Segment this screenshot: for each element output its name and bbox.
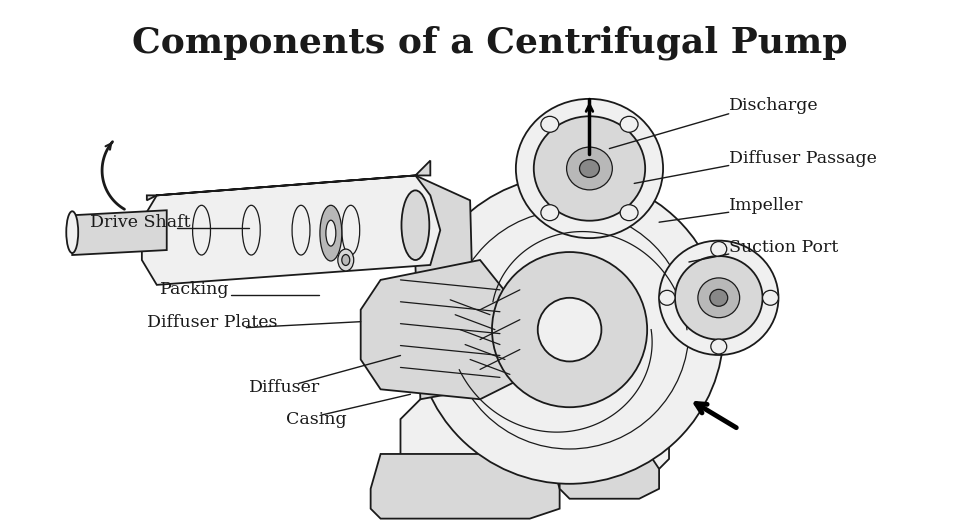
Ellipse shape bbox=[67, 211, 78, 253]
Polygon shape bbox=[370, 454, 560, 518]
Polygon shape bbox=[560, 454, 660, 499]
Ellipse shape bbox=[402, 190, 429, 260]
Ellipse shape bbox=[534, 116, 645, 221]
Ellipse shape bbox=[710, 242, 727, 256]
Text: Drive Shaft: Drive Shaft bbox=[90, 214, 191, 231]
Polygon shape bbox=[142, 176, 440, 285]
Ellipse shape bbox=[292, 205, 310, 255]
Ellipse shape bbox=[710, 339, 727, 354]
Circle shape bbox=[450, 210, 689, 449]
Ellipse shape bbox=[660, 290, 675, 305]
Ellipse shape bbox=[338, 249, 354, 271]
Polygon shape bbox=[401, 389, 669, 489]
Text: Impeller: Impeller bbox=[729, 197, 804, 214]
Text: Diffuser Passage: Diffuser Passage bbox=[729, 150, 876, 167]
Text: Diffuser Plates: Diffuser Plates bbox=[147, 314, 277, 331]
Ellipse shape bbox=[541, 205, 559, 221]
Ellipse shape bbox=[242, 205, 261, 255]
Ellipse shape bbox=[675, 256, 762, 340]
Ellipse shape bbox=[342, 205, 360, 255]
Ellipse shape bbox=[342, 255, 350, 266]
Text: Packing: Packing bbox=[160, 281, 229, 299]
Polygon shape bbox=[147, 160, 430, 200]
Text: Casing: Casing bbox=[286, 411, 347, 428]
Circle shape bbox=[538, 298, 602, 362]
Text: Diffuser: Diffuser bbox=[249, 379, 320, 396]
Ellipse shape bbox=[710, 289, 728, 306]
Ellipse shape bbox=[698, 278, 740, 318]
Circle shape bbox=[492, 252, 647, 407]
Polygon shape bbox=[73, 210, 167, 255]
Ellipse shape bbox=[660, 241, 778, 355]
Ellipse shape bbox=[620, 116, 638, 132]
Ellipse shape bbox=[579, 159, 600, 178]
Text: Discharge: Discharge bbox=[729, 97, 818, 114]
Ellipse shape bbox=[193, 205, 211, 255]
Ellipse shape bbox=[620, 205, 638, 221]
Text: Suction Port: Suction Port bbox=[729, 239, 838, 256]
Ellipse shape bbox=[762, 290, 778, 305]
Ellipse shape bbox=[515, 99, 663, 238]
Polygon shape bbox=[416, 176, 475, 399]
Text: Components of a Centrifugal Pump: Components of a Centrifugal Pump bbox=[132, 26, 848, 60]
Ellipse shape bbox=[319, 205, 342, 261]
Circle shape bbox=[416, 176, 724, 484]
Ellipse shape bbox=[566, 147, 612, 190]
Ellipse shape bbox=[326, 220, 336, 246]
Polygon shape bbox=[361, 260, 519, 399]
Ellipse shape bbox=[541, 116, 559, 132]
